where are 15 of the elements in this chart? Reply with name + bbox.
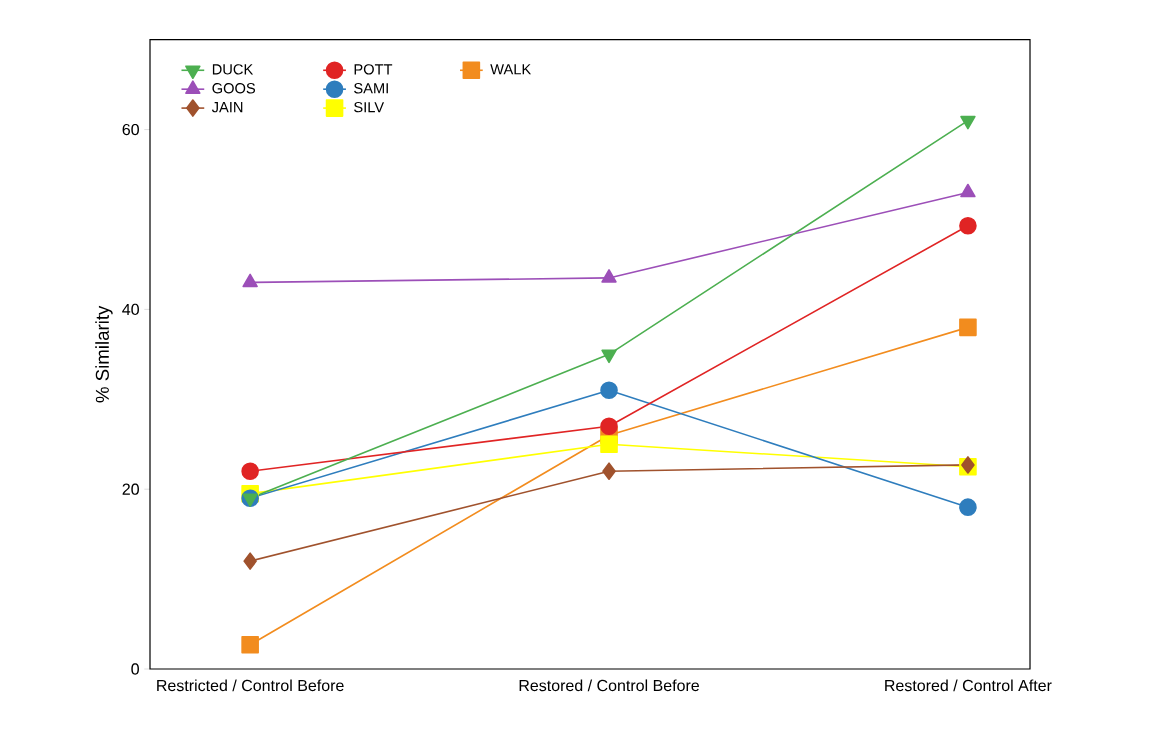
y-tick-label: 0 <box>131 663 139 675</box>
y-tick-label: 40 <box>122 303 139 316</box>
y-tick-label: 20 <box>122 483 139 495</box>
x-tick-label: Restricted / Control Before <box>157 679 344 692</box>
y-tick-label: 60 <box>122 123 139 136</box>
legend-label: DUCK <box>212 64 254 75</box>
x-tick-label: Restored / Control Before <box>519 679 699 692</box>
legend-label: SAMI <box>354 83 388 94</box>
legend-label: GOOS <box>212 83 256 94</box>
y-axis-title: % Similarity <box>95 305 113 403</box>
legend-label: SILV <box>354 101 385 113</box>
x-tick-label: Restored / Control After <box>885 679 1052 692</box>
legend-label: WALK <box>490 64 532 75</box>
legend-label: JAIN <box>211 102 243 113</box>
legend-label: POTT <box>354 64 393 75</box>
